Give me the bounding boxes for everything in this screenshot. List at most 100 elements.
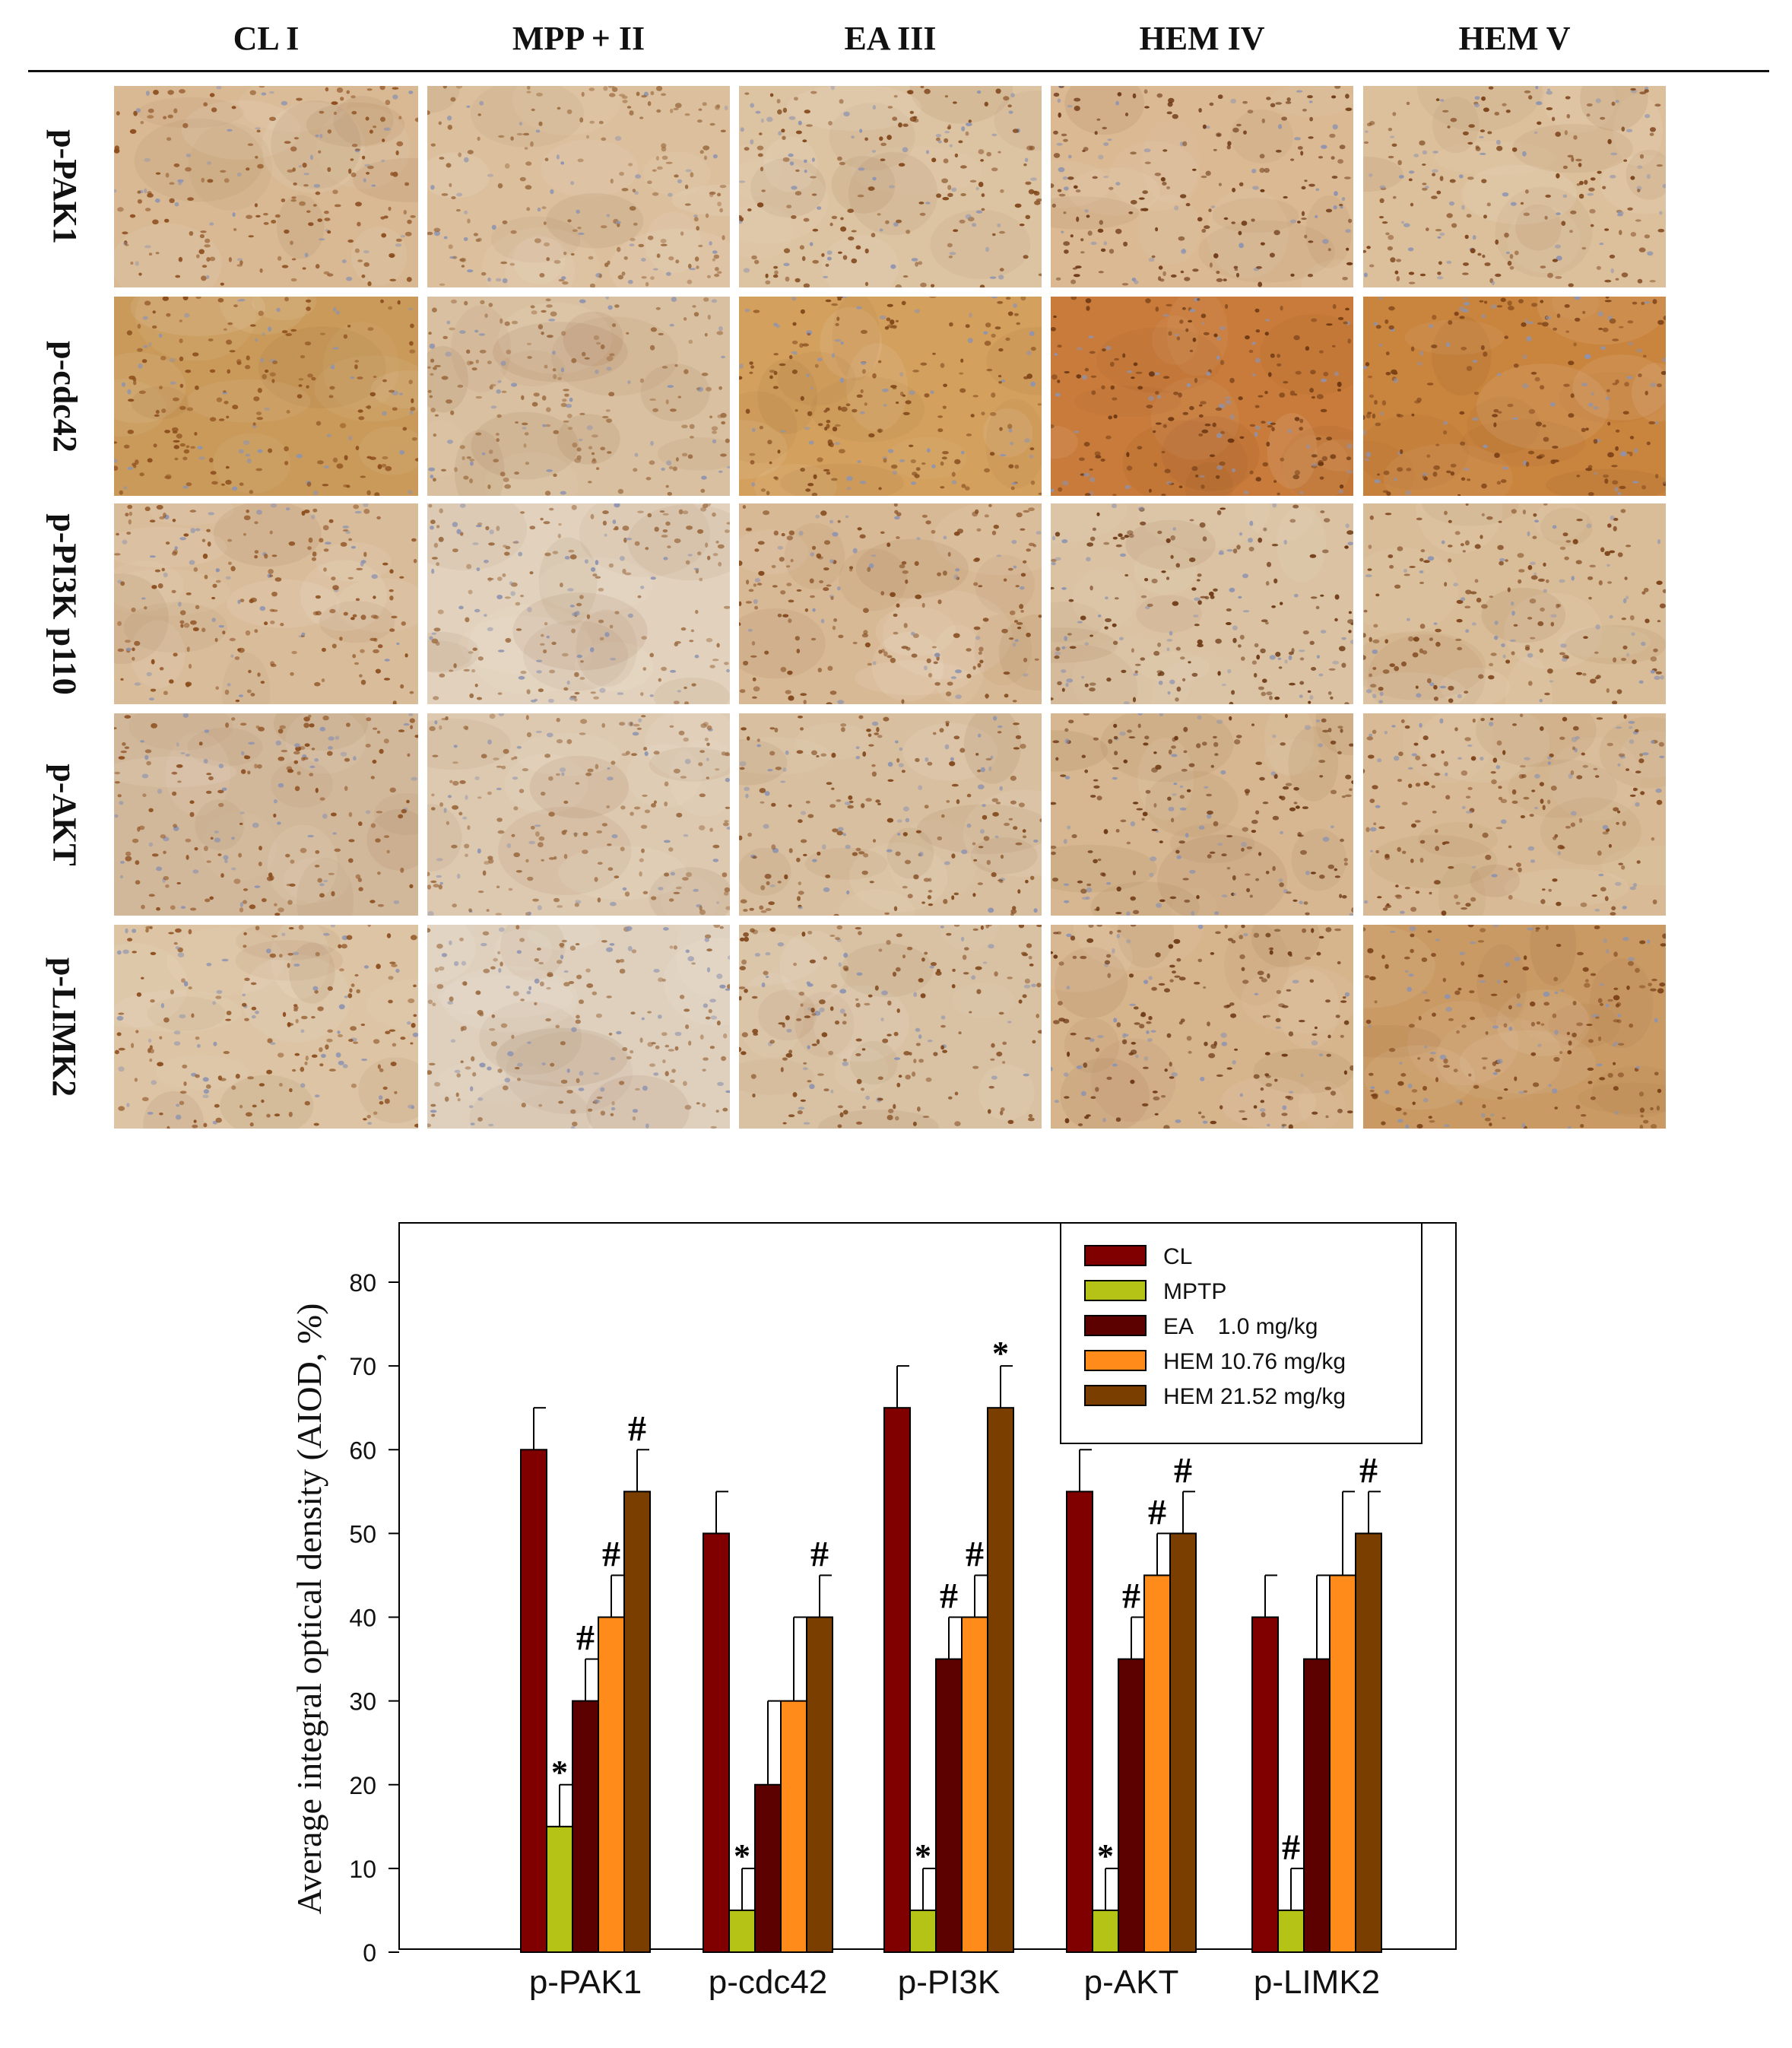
stained-nucleus	[502, 278, 508, 284]
stained-nucleus	[1363, 414, 1365, 421]
stained-nucleus	[633, 222, 638, 226]
stained-nucleus	[1625, 129, 1633, 132]
stained-nucleus	[1562, 532, 1568, 537]
stained-nucleus	[514, 472, 519, 475]
stained-nucleus	[712, 430, 717, 434]
stained-nucleus	[756, 202, 764, 208]
stained-nucleus	[1578, 818, 1583, 823]
stained-nucleus	[1216, 719, 1223, 724]
stained-nucleus	[574, 903, 579, 907]
stained-nucleus	[843, 111, 850, 117]
stained-nucleus	[981, 193, 985, 198]
stained-nucleus	[221, 787, 227, 791]
stained-nucleus	[144, 606, 147, 610]
stained-nucleus	[1347, 541, 1353, 546]
stained-nucleus	[192, 627, 199, 631]
stained-nucleus	[1297, 834, 1304, 837]
stained-nucleus	[1167, 796, 1172, 801]
stained-nucleus	[548, 857, 555, 860]
stained-nucleus	[842, 255, 848, 260]
stained-nucleus	[864, 642, 871, 648]
stained-nucleus	[468, 651, 474, 654]
stained-nucleus	[795, 636, 800, 641]
stained-nucleus	[923, 878, 930, 882]
stained-nucleus	[895, 851, 901, 856]
stained-nucleus	[1288, 651, 1294, 656]
stained-nucleus	[525, 161, 532, 166]
stained-nucleus	[926, 150, 929, 154]
stained-nucleus	[1572, 538, 1578, 545]
stained-nucleus	[1373, 624, 1378, 628]
stained-nucleus	[189, 800, 195, 804]
stained-nucleus	[840, 217, 844, 221]
stained-nucleus	[1167, 691, 1171, 695]
stained-nucleus	[451, 844, 458, 849]
stained-nucleus	[911, 481, 917, 485]
stained-nucleus	[1132, 870, 1136, 875]
stained-nucleus	[1015, 842, 1023, 846]
stained-nucleus	[1294, 417, 1300, 421]
stained-nucleus	[208, 338, 214, 341]
stained-nucleus	[1404, 887, 1410, 890]
stained-nucleus	[1625, 595, 1629, 600]
stained-nucleus	[1175, 697, 1179, 702]
stained-nucleus	[179, 537, 186, 541]
stained-nucleus	[1427, 556, 1435, 561]
stained-nucleus	[764, 650, 769, 655]
stained-nucleus	[175, 1114, 182, 1120]
stained-nucleus	[282, 1011, 287, 1018]
stained-nucleus	[376, 964, 381, 970]
stained-nucleus	[1191, 587, 1197, 591]
stained-nucleus	[650, 576, 656, 580]
stained-nucleus	[1020, 573, 1026, 577]
stained-nucleus	[1293, 593, 1299, 598]
stained-nucleus	[978, 846, 984, 849]
stained-nucleus	[911, 258, 918, 262]
stained-nucleus	[1404, 725, 1410, 729]
stained-nucleus	[1645, 390, 1648, 395]
micrograph-panel	[1363, 297, 1666, 496]
stained-nucleus	[587, 768, 594, 773]
stained-nucleus	[1299, 491, 1304, 494]
tissue-texture	[550, 316, 678, 396]
stained-nucleus	[880, 158, 886, 161]
stained-nucleus	[1301, 218, 1307, 221]
stained-nucleus	[1062, 176, 1068, 180]
stained-nucleus	[1281, 116, 1287, 121]
stained-nucleus	[202, 1094, 209, 1099]
stained-nucleus	[1000, 189, 1004, 193]
stained-nucleus	[867, 733, 872, 738]
stained-nucleus	[723, 891, 729, 896]
stained-nucleus	[653, 969, 660, 973]
stained-nucleus	[441, 376, 449, 380]
stained-nucleus	[1339, 204, 1343, 207]
stained-nucleus	[1650, 383, 1657, 387]
stained-nucleus	[487, 856, 493, 860]
stained-nucleus	[1326, 323, 1333, 326]
stained-nucleus	[896, 219, 902, 224]
stained-nucleus	[1103, 829, 1109, 834]
stained-nucleus	[258, 846, 262, 851]
stained-nucleus	[1448, 698, 1454, 703]
stained-nucleus	[246, 510, 249, 513]
stained-nucleus	[1064, 900, 1070, 903]
stained-nucleus	[693, 214, 698, 218]
tissue-texture	[273, 713, 369, 751]
stained-nucleus	[150, 688, 157, 692]
stained-nucleus	[638, 718, 642, 722]
stained-nucleus	[341, 935, 348, 941]
stained-nucleus	[185, 838, 192, 843]
stained-nucleus	[1138, 197, 1145, 200]
stained-nucleus	[1130, 151, 1137, 155]
stained-nucleus	[1214, 753, 1219, 757]
stained-nucleus	[855, 756, 861, 760]
tissue-texture	[541, 139, 638, 198]
stained-nucleus	[991, 872, 997, 878]
stained-nucleus	[179, 610, 186, 615]
stained-nucleus	[1213, 588, 1218, 592]
micrograph-panel	[427, 297, 730, 496]
stained-nucleus	[1096, 118, 1101, 121]
stained-nucleus	[429, 726, 436, 732]
stained-nucleus	[1133, 910, 1140, 915]
stained-nucleus	[312, 508, 318, 513]
